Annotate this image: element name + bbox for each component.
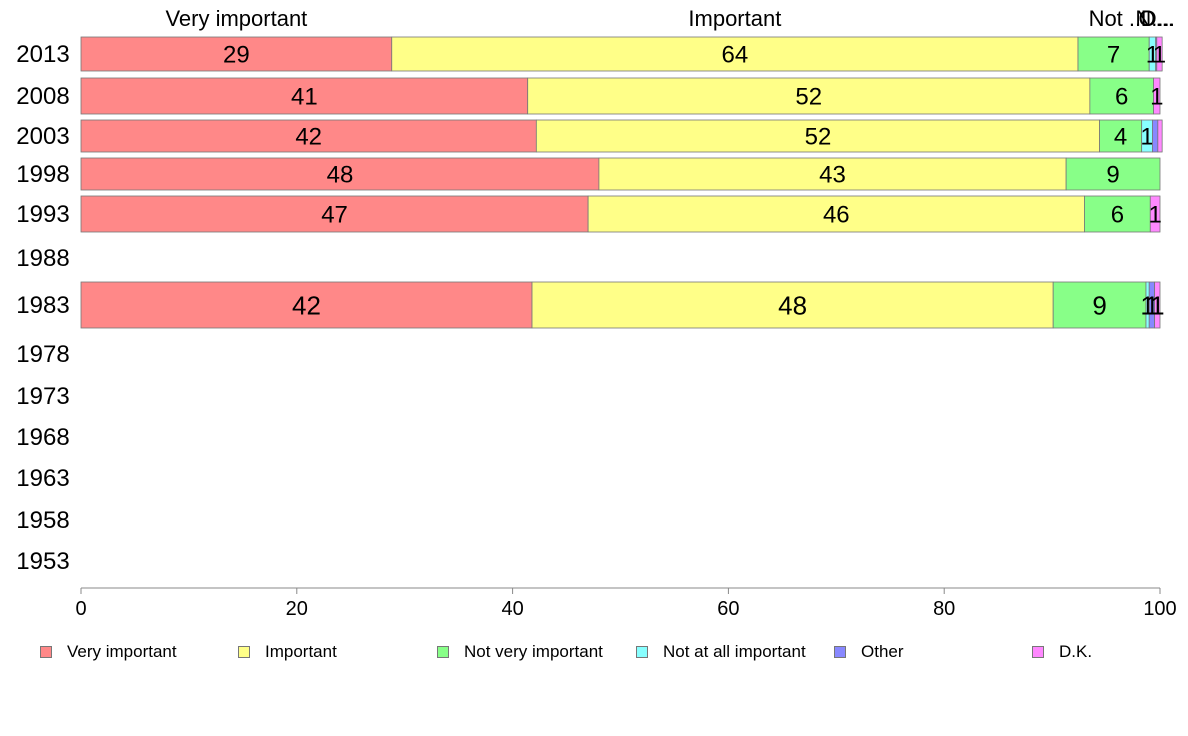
bar-segment (1065, 157, 1161, 191)
top-label: Not ... (1089, 6, 1148, 31)
legend-swatch (1032, 646, 1044, 658)
legend-item: Important (238, 640, 337, 664)
x-tick-label: 20 (286, 598, 308, 620)
data-label: 9 (1092, 290, 1106, 320)
legend-label: Important (265, 642, 337, 661)
data-label: 42 (295, 124, 322, 151)
data-label: 6 (1115, 84, 1128, 111)
y-tick-label: 1978 (16, 341, 69, 368)
bar-segment (80, 157, 600, 191)
x-tick-label: 60 (717, 598, 739, 620)
data-label: 7 (1107, 42, 1120, 69)
x-tick-label: 100 (1143, 598, 1176, 620)
legend-item: Not at all important (636, 640, 806, 664)
legend: Very important Important Not very importan… (0, 640, 1188, 664)
y-tick-label: 1953 (16, 548, 69, 575)
legend-swatch (238, 646, 250, 658)
top-label: Very important (165, 6, 307, 31)
data-label: 6 (1111, 202, 1124, 229)
bar-segment (1077, 36, 1150, 72)
bar-segment (587, 195, 1085, 233)
y-tick-label: 1958 (16, 507, 69, 534)
top-label: Important (688, 6, 781, 31)
y-tick-label: 1998 (16, 161, 69, 188)
legend-label: Not at all important (663, 642, 806, 661)
bar-segment (80, 77, 529, 115)
y-tick-label: 1988 (16, 245, 69, 272)
bar-segment (1052, 281, 1147, 329)
legend-label: Other (861, 642, 904, 661)
y-tick-label: 1968 (16, 424, 69, 451)
bar-segment (1157, 119, 1163, 153)
data-label: 4 (1114, 124, 1127, 151)
data-label: 43 (819, 162, 846, 189)
data-label: 1 (1150, 84, 1163, 111)
data-label: 29 (223, 42, 250, 69)
legend-item: Not very important (437, 640, 603, 664)
legend-item: Very important (40, 640, 177, 664)
bar-segment (391, 36, 1079, 72)
data-label: 48 (778, 290, 807, 320)
data-label: 52 (795, 84, 822, 111)
x-tick-label: 80 (933, 598, 955, 620)
data-label: 41 (291, 84, 318, 111)
y-tick-label: 2013 (16, 41, 69, 68)
legend-swatch (40, 646, 52, 658)
top-label: O... (1138, 6, 1173, 31)
bar-segment (1156, 36, 1163, 72)
top-label: N... (1135, 6, 1169, 31)
bar-segment (1084, 195, 1151, 233)
legend-swatch (636, 646, 648, 658)
y-tick-label: 2003 (16, 123, 69, 150)
bar-segment (80, 281, 533, 329)
data-label: 48 (327, 162, 354, 189)
data-label: 47 (321, 202, 348, 229)
y-tick-label: 1973 (16, 383, 69, 410)
bar-segment (1153, 77, 1161, 115)
data-label: 1 (1150, 290, 1164, 320)
data-label: 1 (1140, 124, 1153, 151)
bar-segment (535, 119, 1100, 153)
data-label: 1 (1148, 202, 1161, 229)
bar-segment (531, 281, 1054, 329)
top-label: D... (1141, 6, 1175, 31)
y-tick-label: 1963 (16, 465, 69, 492)
legend-label: Not very important (464, 642, 603, 661)
bar-segment (598, 157, 1067, 191)
data-label: 9 (1106, 162, 1119, 189)
y-tick-label: 2008 (16, 83, 69, 110)
x-tick-label: 40 (501, 598, 523, 620)
legend-item: D.K. (1032, 640, 1092, 664)
data-label: 46 (823, 202, 850, 229)
bar-segment (1149, 195, 1161, 233)
legend-swatch (437, 646, 449, 658)
x-tick-label: 0 (75, 598, 86, 620)
legend-item: Other (834, 640, 904, 664)
bar-segment (1152, 119, 1159, 153)
bar-segment (1154, 281, 1161, 329)
legend-label: Very important (67, 642, 177, 661)
stacked-bar-chart: Very important Important Not ...N...O...D.… (16, 6, 1176, 620)
legend-swatch (834, 646, 846, 658)
legend-label: D.K. (1059, 642, 1093, 661)
bar-segment (1099, 119, 1143, 153)
data-label: 42 (292, 290, 321, 320)
data-label: 64 (722, 42, 749, 69)
data-label: 52 (805, 124, 832, 151)
data-label: 1 (1153, 42, 1166, 69)
y-tick-label: 1983 (16, 292, 69, 319)
y-tick-label: 1993 (16, 201, 69, 228)
